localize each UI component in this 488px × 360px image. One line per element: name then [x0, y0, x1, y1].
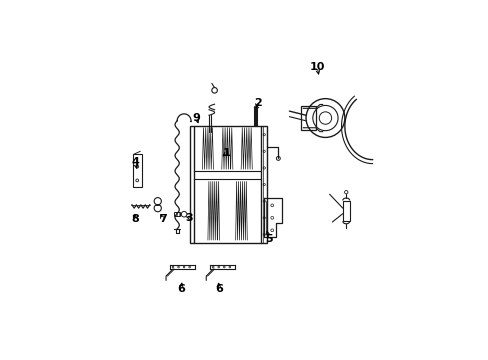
Text: 1: 1 [223, 148, 230, 158]
Bar [189, 126, 194, 243]
Text: 5: 5 [264, 234, 272, 244]
Bar [300, 107, 315, 130]
Text: 3: 3 [185, 213, 192, 223]
Bar [342, 201, 349, 221]
Bar [261, 126, 267, 243]
Text: 6: 6 [214, 284, 222, 293]
Text: 10: 10 [309, 62, 324, 72]
Text: 2: 2 [253, 98, 261, 108]
Text: 4: 4 [131, 157, 139, 167]
Text: 8: 8 [131, 214, 139, 224]
Text: 9: 9 [192, 113, 200, 123]
Text: 7: 7 [159, 214, 166, 224]
Bar [133, 154, 142, 187]
Bar [174, 212, 180, 216]
Text: 6: 6 [177, 284, 184, 293]
